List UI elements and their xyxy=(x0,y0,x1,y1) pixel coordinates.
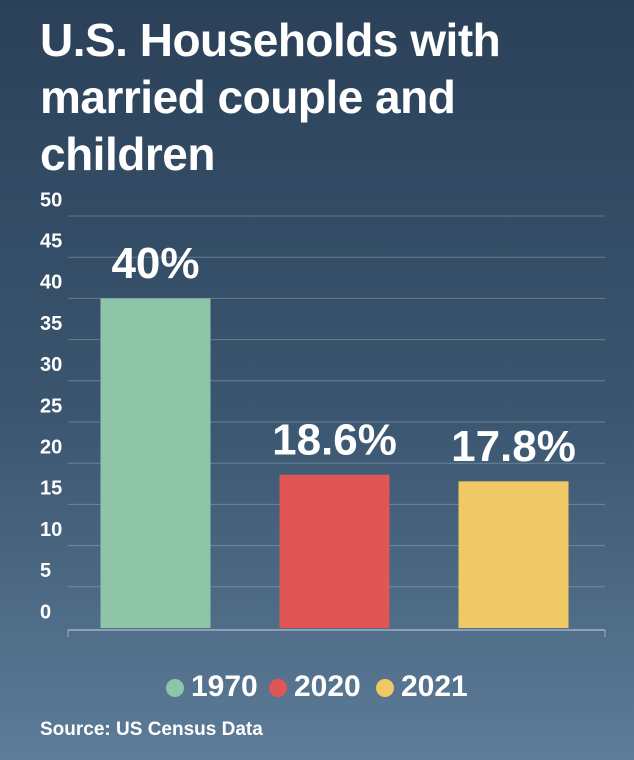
y-tick-label: 15 xyxy=(40,478,62,500)
y-tick-label: 20 xyxy=(40,436,62,458)
legend-label: 2021 xyxy=(401,670,468,703)
y-tick-label: 25 xyxy=(40,395,62,417)
legend-swatch xyxy=(269,679,287,697)
legend-swatch xyxy=(376,679,394,697)
bar xyxy=(279,474,390,628)
bar xyxy=(100,298,211,628)
value-label: 18.6% xyxy=(272,415,397,464)
value-label: 17.8% xyxy=(451,422,576,471)
bar xyxy=(458,481,569,628)
y-tick-label: 30 xyxy=(40,354,62,376)
y-tick-label: 10 xyxy=(40,519,62,541)
source: Source: US Census Data xyxy=(40,719,263,740)
legend-swatch xyxy=(166,679,184,697)
y-tick-label: 5 xyxy=(40,560,51,582)
y-tick-label: 0 xyxy=(40,601,51,623)
y-tick-label: 45 xyxy=(40,230,62,252)
y-tick-label: 50 xyxy=(40,189,62,211)
y-tick-label: 35 xyxy=(40,313,62,335)
legend-label: 1970 xyxy=(191,670,258,703)
chart-title: U.S. Households with married couple and … xyxy=(40,14,501,180)
legend-label: 2020 xyxy=(294,670,361,703)
value-label: 40% xyxy=(111,239,199,288)
y-tick-label: 40 xyxy=(40,272,62,294)
